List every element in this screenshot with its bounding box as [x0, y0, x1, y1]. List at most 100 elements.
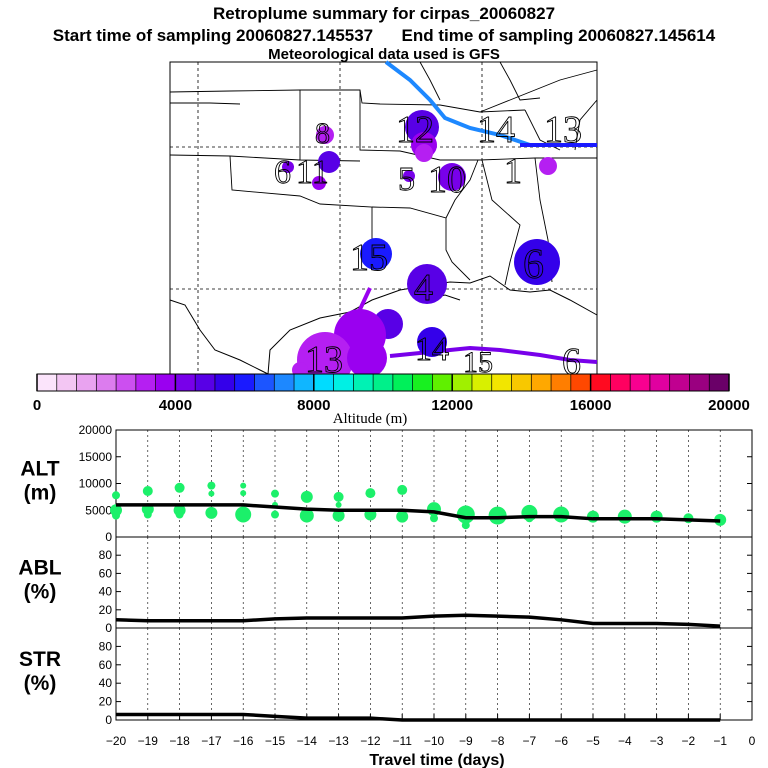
plume-circle	[438, 163, 466, 191]
day-label: 12	[396, 109, 434, 151]
colorbar-tick-label: 4000	[159, 397, 192, 414]
x-tick-label: −11	[392, 734, 412, 748]
plume-circle	[360, 238, 392, 270]
colorbar-swatch	[313, 374, 335, 391]
colorbar-swatch	[135, 374, 157, 391]
y-tick-label: 5000	[85, 503, 112, 517]
alt-point	[271, 510, 279, 519]
chart-title: Retroplume summary for cirpas_20060827	[212, 4, 556, 23]
y-tick-label: 40	[99, 676, 113, 690]
y-tick-label: 10000	[79, 477, 113, 491]
alt-point	[461, 521, 470, 530]
alt-point	[488, 506, 507, 525]
panel-ylabel: ALT	[20, 458, 59, 481]
y-tick-label: 20	[99, 603, 113, 617]
alt-point	[396, 510, 409, 523]
y-tick-label: 0	[105, 621, 112, 635]
x-tick-label: −18	[169, 734, 190, 748]
colorbar-tick-label: 8000	[297, 397, 330, 414]
y-tick-label: 80	[99, 548, 113, 562]
plume-circle	[407, 264, 447, 304]
colorbar-swatch	[234, 374, 255, 391]
panel-ylabel: (%)	[24, 672, 57, 695]
colorbar-swatch	[432, 374, 453, 391]
colorbar-swatch	[353, 374, 374, 391]
alt-point	[587, 510, 599, 523]
x-tick-label: −5	[586, 734, 600, 748]
x-tick-label: −10	[424, 734, 445, 748]
colorbar-swatch	[630, 374, 651, 391]
colorbar-tick-label: 16000	[570, 397, 612, 414]
day-label: 5	[398, 161, 415, 198]
sampling-times: Start time of sampling 20060827.145537 E…	[0, 26, 768, 46]
x-tick-label: −1	[713, 734, 727, 748]
colorbar-swatch	[491, 374, 513, 391]
plume-circles	[282, 110, 560, 388]
x-tick-label: −3	[650, 734, 664, 748]
x-tick-label: −13	[328, 734, 349, 748]
colorbar-swatch	[195, 374, 216, 391]
alt-point	[235, 506, 252, 523]
colorbar-swatch	[471, 374, 493, 391]
str-line	[116, 712, 721, 722]
panel-ylabel: ABL	[18, 557, 61, 580]
colorbar-swatch	[274, 374, 295, 391]
day-label: 14	[477, 109, 515, 151]
abl-line	[115, 613, 721, 628]
alt-point	[456, 505, 475, 524]
end-time-label: End time of sampling 20060827.145614	[401, 26, 716, 45]
plume-circle	[539, 157, 557, 175]
x-tick-label: −14	[297, 734, 318, 748]
colorbar-swatch	[333, 374, 354, 391]
day-label: 6	[274, 154, 291, 191]
day-label: 4	[414, 267, 433, 309]
plume-circle	[282, 161, 294, 173]
colorbar-swatch	[254, 374, 275, 391]
y-tick-label: 80	[99, 639, 113, 653]
colorbar-swatch	[37, 374, 58, 391]
day-label: 11	[296, 154, 329, 191]
plume-circle	[347, 338, 387, 378]
x-tick-label: −17	[201, 734, 222, 748]
day-label: 6	[562, 341, 581, 383]
day-labels: 12 14 13 8 6 11 5 10 15 6 4 14 13 15 6 1	[274, 109, 583, 384]
panel-ylabel: (%)	[24, 581, 57, 604]
colorbar-swatch	[56, 374, 78, 391]
colorbar-swatch	[392, 374, 414, 391]
plume-circle	[316, 126, 334, 144]
alt-point	[240, 490, 247, 497]
alt-point	[112, 491, 120, 500]
y-tick-label: 0	[105, 530, 112, 544]
x-tick-label: −6	[554, 734, 568, 748]
colorbar-swatch	[570, 374, 592, 391]
alt-point	[205, 506, 218, 519]
colorbar-tick-label: 20000	[708, 397, 750, 414]
x-tick-label: −8	[491, 734, 505, 748]
panel-ylabel: (m)	[24, 482, 57, 505]
timeseries-panels: 05000100001500020000ALT(m)020406080ABL(%…	[18, 423, 755, 748]
colorbar-swatch	[709, 374, 730, 391]
day-label: 15	[350, 237, 388, 279]
alt-point	[333, 491, 344, 502]
y-tick-label: 20000	[79, 423, 113, 437]
alt-point	[335, 501, 342, 508]
plume-circle	[403, 170, 415, 182]
alt-point	[650, 510, 663, 523]
colorbar-swatch	[669, 374, 690, 391]
colorbar-swatch	[649, 374, 671, 391]
plume-circle	[514, 239, 560, 285]
alt-point	[430, 514, 438, 523]
colorbar-swatch	[175, 374, 196, 391]
alt-point	[112, 511, 120, 520]
alt-point	[299, 508, 314, 523]
day-label: 6	[523, 242, 544, 288]
colorbar-swatch	[551, 374, 572, 391]
x-tick-label: −20	[106, 734, 127, 748]
x-tick-label: −16	[233, 734, 254, 748]
colorbar-swatch	[116, 374, 137, 391]
colorbar-swatch	[76, 374, 97, 391]
map-panel: 12 14 13 8 6 11 5 10 15 6 4 14 13 15 6 1	[169, 60, 598, 388]
y-tick-label: 20	[99, 695, 113, 709]
x-tick-label: −9	[459, 734, 473, 748]
colorbar-tick-label: 0	[33, 397, 41, 414]
